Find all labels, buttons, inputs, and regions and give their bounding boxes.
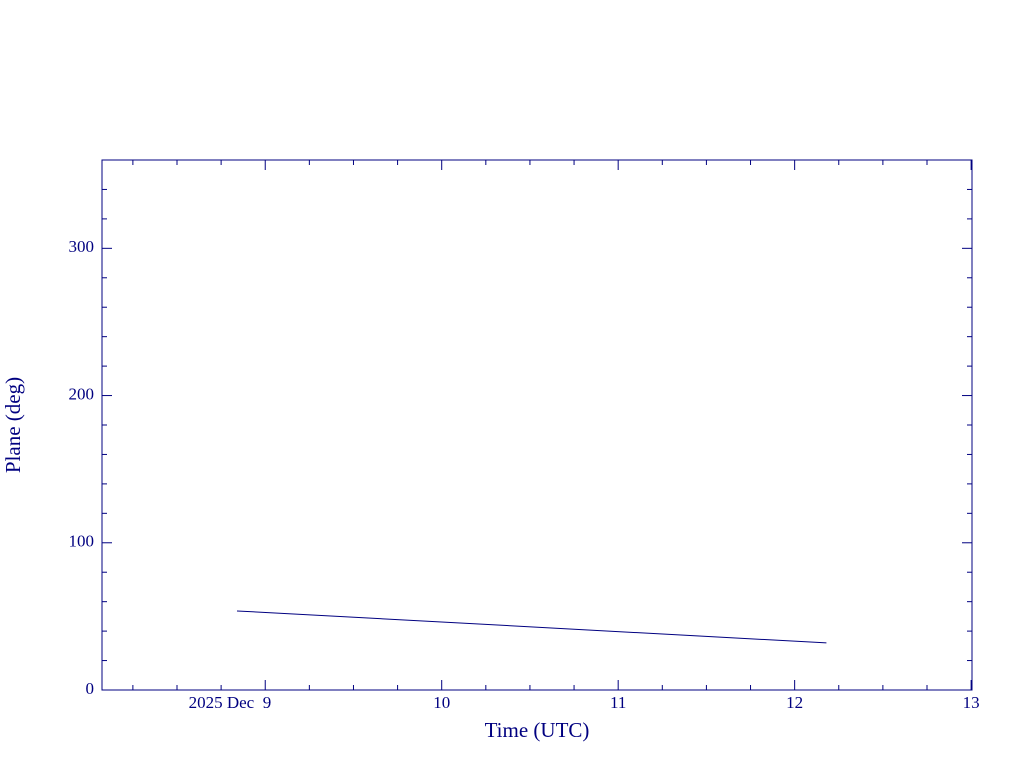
plot-frame: [101, 159, 973, 691]
y-axis-label: Plane (deg): [1, 377, 25, 473]
x-tick-label: 11: [610, 693, 626, 712]
x-axis-label: Time (UTC): [485, 718, 590, 742]
y-tick-label: 100: [69, 532, 95, 551]
y-tick-label: 0: [86, 679, 95, 698]
x-tick-label: 12: [786, 693, 803, 712]
data-line: [236, 610, 827, 644]
x-tick-label: 2025 Dec 9: [189, 693, 272, 712]
x-tick-label: 13: [963, 693, 980, 712]
x-tick-label: 10: [433, 693, 450, 712]
y-tick-label: 200: [69, 384, 95, 403]
y-tick-label: 300: [69, 237, 95, 256]
